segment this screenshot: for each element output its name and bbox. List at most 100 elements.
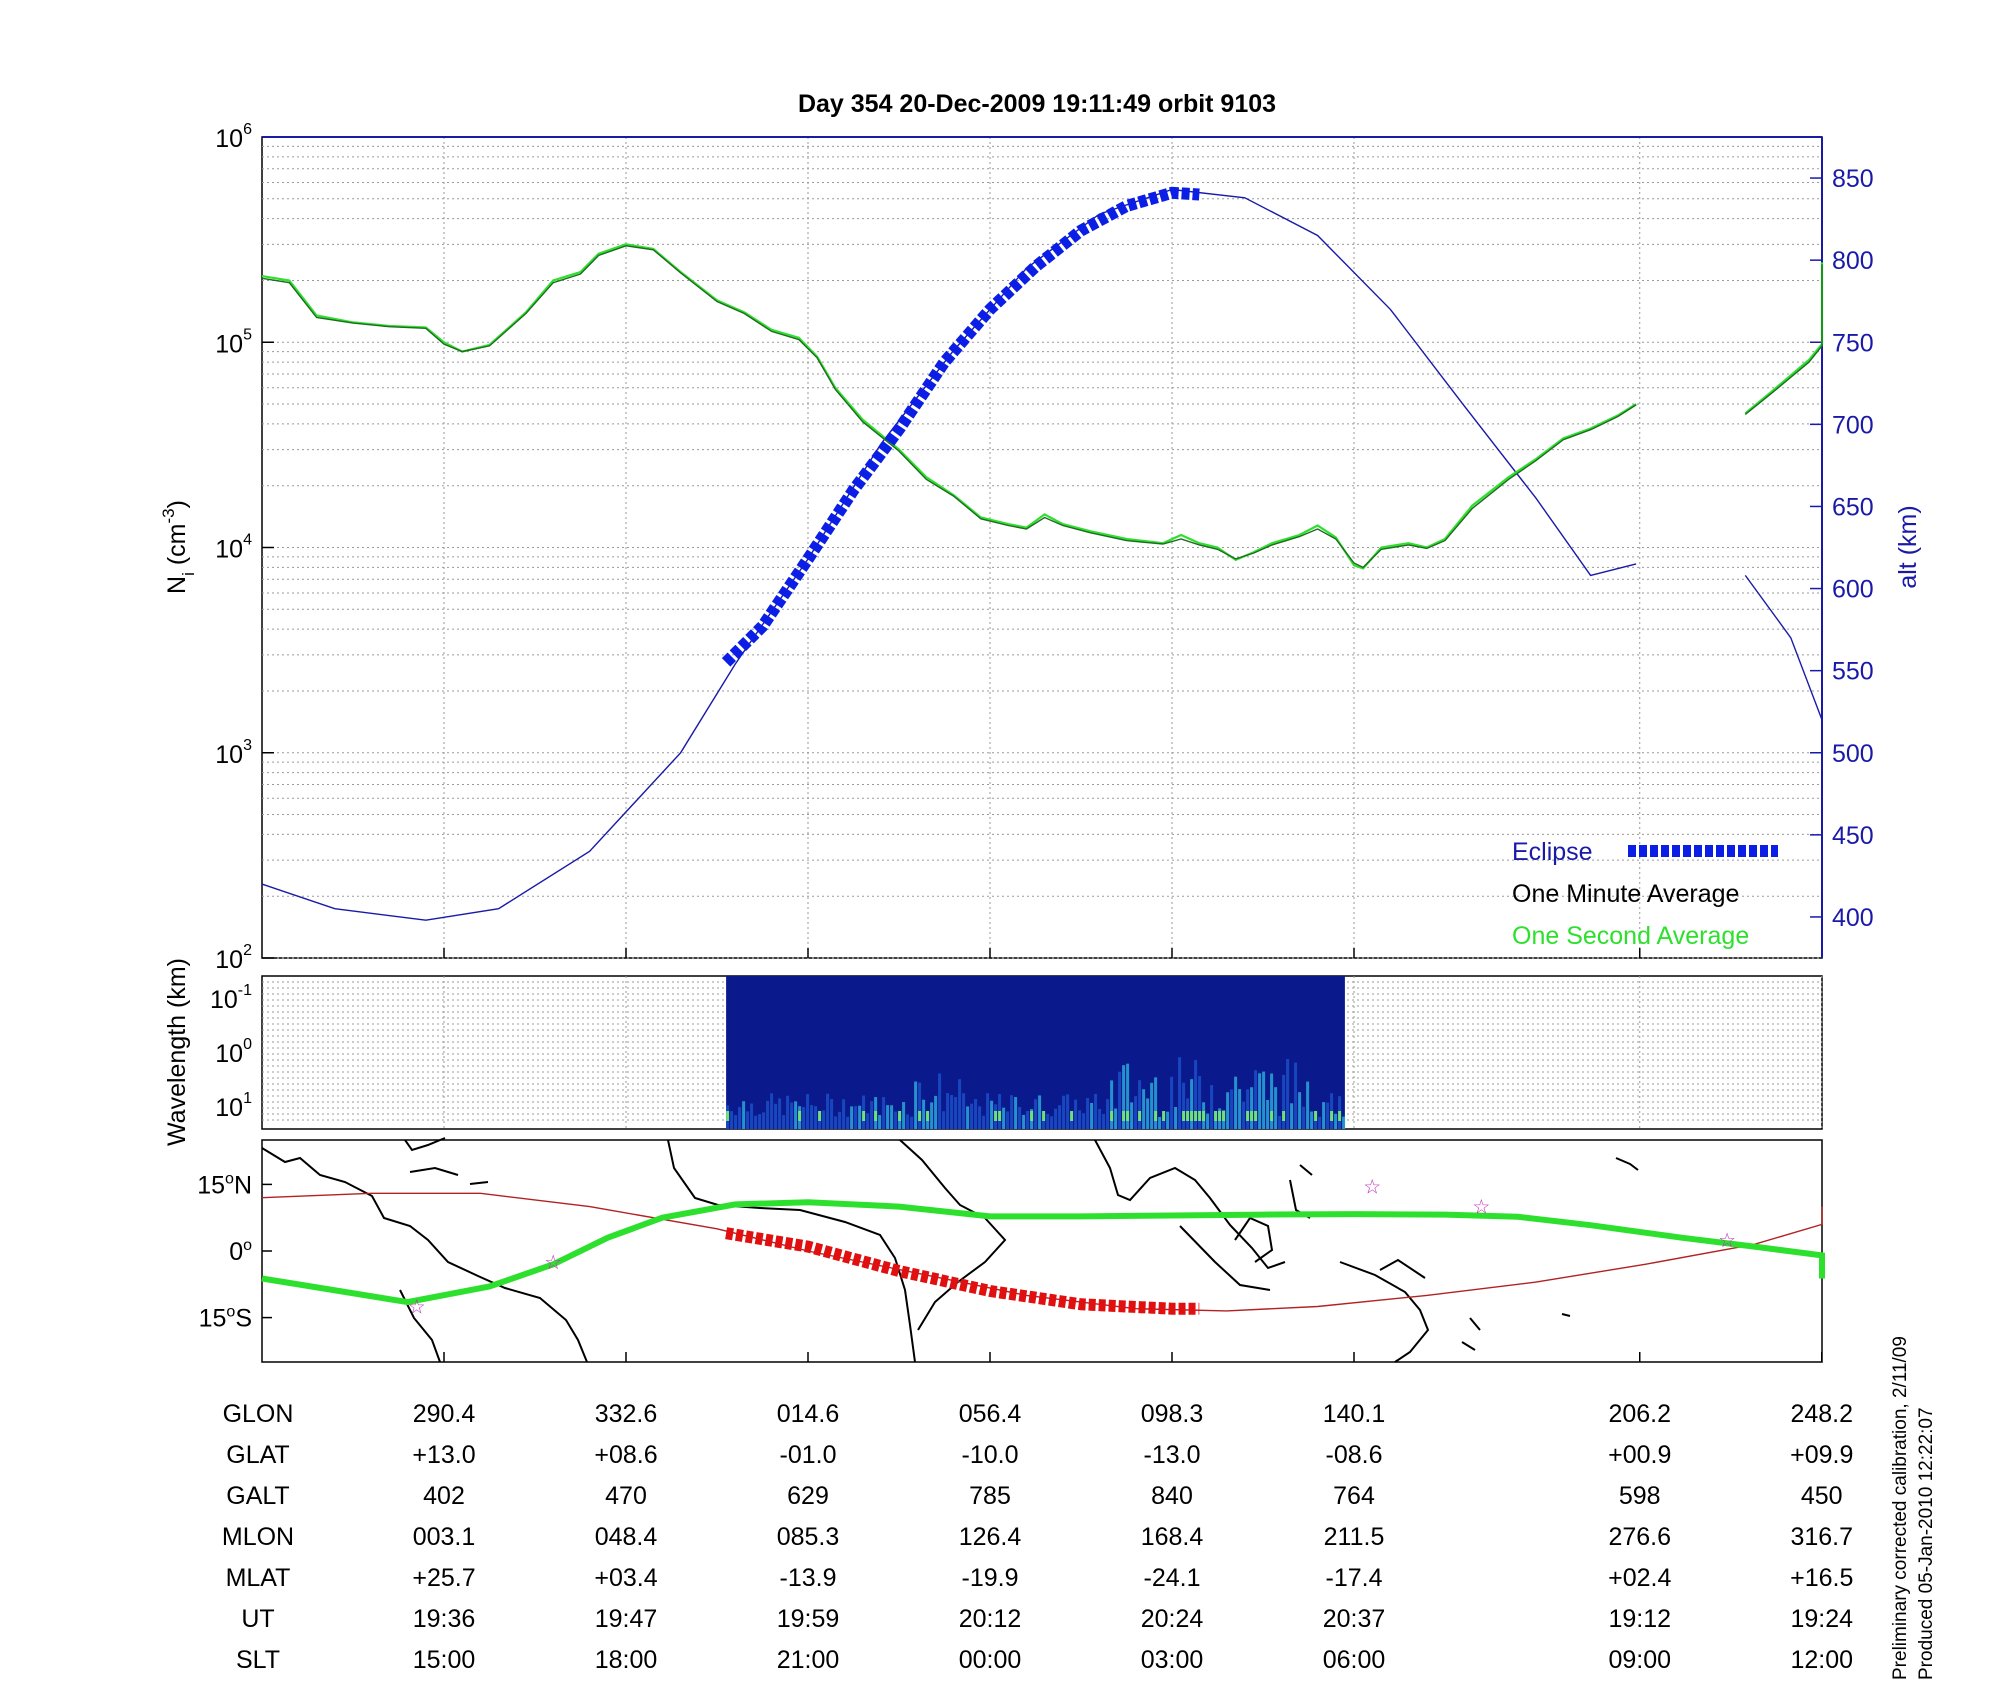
spectrogram-column	[1054, 1108, 1058, 1129]
y-tick-base: 10	[215, 741, 243, 769]
one-second-average-line	[261, 243, 1637, 570]
spectrogram-column	[914, 1081, 918, 1129]
spectrogram-column	[1114, 1108, 1118, 1129]
legend-label: One Second Average	[1512, 922, 1749, 950]
spectrogram-hot-cell	[1270, 1111, 1274, 1121]
spectrogram-column	[970, 1103, 974, 1129]
new-guinea-coast	[1379, 1258, 1426, 1279]
table-cell: 21:00	[777, 1646, 840, 1674]
spectrogram-column	[950, 1094, 954, 1129]
table-cell: 15:00	[413, 1646, 476, 1674]
legend: Eclipse One Minute Average One Second Aver…	[1512, 838, 1778, 950]
spectrogram-tick-label: 100	[215, 1036, 252, 1068]
map-tick-degrees: 15	[197, 1171, 225, 1199]
spectrogram-column	[810, 1105, 814, 1129]
table-cell: 19:36	[413, 1605, 476, 1633]
islands-coast	[1461, 1313, 1571, 1351]
spectrogram-column	[826, 1093, 830, 1129]
table-cell: -08.6	[1326, 1441, 1383, 1469]
spectrogram-column	[910, 1116, 914, 1129]
table-cell: 290.4	[413, 1400, 476, 1428]
star-icon: ☆	[1718, 1230, 1736, 1252]
spectrogram-hot-cell	[1218, 1111, 1222, 1121]
y2-tick-label: 750	[1832, 329, 1874, 357]
y-tick-label: 106	[215, 121, 252, 153]
table-cell: +25.7	[412, 1564, 475, 1592]
star-icon: ☆	[1363, 1177, 1381, 1199]
spectrogram-column	[878, 1115, 882, 1129]
y-tick-label: 105	[215, 326, 252, 358]
map-tick-degree-sign: o	[243, 1237, 252, 1254]
spectrogram-column	[1302, 1106, 1306, 1129]
spectrogram-column	[1174, 1106, 1178, 1129]
spectrogram-column	[1318, 1116, 1322, 1129]
spectrogram-column	[1294, 1062, 1298, 1129]
map-series: ☆ ☆ ☆ ☆ ☆	[261, 1177, 1825, 1319]
spectrogram-column	[834, 1116, 838, 1129]
table-cell: 048.4	[595, 1523, 658, 1551]
table-cell: -01.0	[780, 1441, 837, 1469]
spectrogram-column	[854, 1106, 858, 1129]
table-cell: 470	[605, 1482, 647, 1510]
spectrogram-column	[1286, 1059, 1290, 1129]
legend-label: Eclipse	[1512, 838, 1593, 866]
spectrogram-column	[1046, 1113, 1050, 1129]
produced-note: Produced 05-Jan-2010 12:22:07	[1916, 1407, 1937, 1680]
y2-tick-label: 450	[1832, 822, 1874, 850]
spectrogram-tick-exponent: 1	[243, 1090, 252, 1107]
table-row-label: MLAT	[226, 1564, 291, 1592]
spectrogram-column	[758, 1114, 762, 1129]
spectrogram-hot-cell	[1182, 1111, 1186, 1121]
spectrogram-column	[1238, 1089, 1242, 1129]
table-cell: 206.2	[1608, 1400, 1671, 1428]
spectrogram-hot-cell	[1070, 1111, 1074, 1121]
map-grid	[443, 1352, 1823, 1362]
spectrogram-column	[1194, 1060, 1198, 1129]
spectrogram-column	[946, 1093, 950, 1129]
spectrogram-column	[1334, 1113, 1338, 1129]
spectrogram-column	[1342, 1116, 1346, 1129]
spectrogram-column	[1298, 1092, 1302, 1129]
table-cell: 19:24	[1790, 1605, 1853, 1633]
table-cell: 211.5	[1324, 1523, 1385, 1551]
africa-west-coast	[667, 1139, 916, 1363]
asia-south-coast	[1094, 1139, 1286, 1270]
altitude-y-ticks: 400 450 500 550 600 650 700 750 800 850	[1810, 165, 1874, 932]
spectrogram-column	[1150, 1082, 1154, 1129]
table-cell: 764	[1333, 1482, 1375, 1510]
spectrogram-column	[898, 1113, 902, 1129]
y-tick-exponent: 2	[243, 942, 252, 959]
spectrogram-column	[730, 1111, 734, 1129]
table-cell: -17.4	[1326, 1564, 1383, 1592]
spectrogram-column	[1266, 1099, 1270, 1129]
table-cell: 126.4	[959, 1523, 1022, 1551]
spectrogram-column	[958, 1079, 962, 1129]
spectrogram-hot-cell	[1330, 1111, 1334, 1121]
spectrogram-column	[1078, 1110, 1082, 1129]
spectrogram-column	[1134, 1096, 1138, 1129]
y2-tick-label: 600	[1832, 576, 1874, 604]
spectrogram-column	[1102, 1114, 1106, 1129]
sumatra-coast	[1179, 1225, 1271, 1291]
table-cell: 00:00	[959, 1646, 1022, 1674]
spectrogram-hot-cell	[726, 1111, 730, 1121]
spectrogram-column	[1094, 1093, 1098, 1129]
spectrogram-hot-cell	[1154, 1111, 1158, 1121]
spectrogram-hot-cell	[1110, 1111, 1114, 1121]
africa-east-coast	[899, 1139, 1007, 1331]
spectrogram-hot-cell	[874, 1111, 878, 1121]
spectrogram-column	[986, 1093, 990, 1129]
table-cell: 20:24	[1141, 1605, 1204, 1633]
table-row-label: GLON	[223, 1400, 294, 1428]
table-cell: +16.5	[1790, 1564, 1853, 1592]
spectrogram-tick-base: 10	[210, 986, 238, 1014]
spectrogram-column	[1190, 1079, 1194, 1129]
spectrogram-column	[830, 1099, 834, 1129]
spectrogram-column	[1006, 1111, 1010, 1129]
spectrogram-column	[982, 1115, 986, 1129]
australia-coast	[1339, 1261, 1430, 1363]
map-tick-degree-sign: o	[226, 1304, 235, 1321]
spectrogram-column	[1002, 1107, 1006, 1129]
